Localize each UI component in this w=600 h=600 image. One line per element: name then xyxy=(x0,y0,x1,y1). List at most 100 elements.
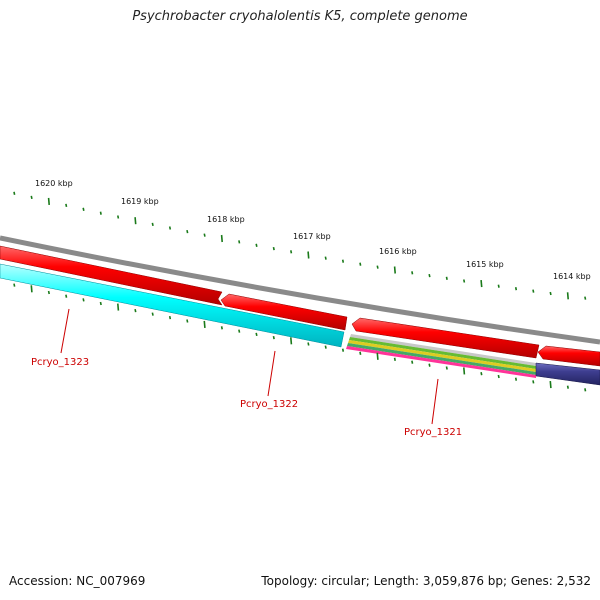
bottom-scale-minor-tick xyxy=(65,294,68,298)
top-scale-minor-tick xyxy=(445,276,448,280)
top-scale-minor-tick xyxy=(532,289,535,293)
bottom-scale-minor-tick xyxy=(186,319,189,323)
bottom-scale-major-tick xyxy=(463,367,466,375)
top-scale-minor-tick xyxy=(514,287,518,291)
leader-pcryo-1322 xyxy=(267,350,276,397)
top-scale-minor-tick xyxy=(168,226,172,230)
top-scale-major-tick xyxy=(220,234,223,243)
kbp-label-1618: 1618 kbp xyxy=(207,215,245,224)
gene-label-pcryo-1321[interactable]: Pcryo_1321 xyxy=(404,427,462,438)
top-scale-minor-tick xyxy=(290,250,293,254)
top-scale-minor-tick xyxy=(82,207,85,211)
top-scale-major-tick xyxy=(134,217,137,225)
gene-pcryo-1321[interactable] xyxy=(346,334,536,378)
top-scale-minor-tick xyxy=(13,191,16,195)
leader-pcryo-1323 xyxy=(60,308,70,354)
kbp-label-1617: 1617 kbp xyxy=(293,232,331,241)
bottom-scale-minor-tick xyxy=(272,335,275,340)
bottom-scale-minor-tick xyxy=(480,372,483,376)
bottom-scale-major-tick xyxy=(290,337,293,345)
bottom-scale-minor-tick xyxy=(99,301,102,306)
bottom-scale-major-tick xyxy=(549,381,552,389)
bottom-scale-minor-tick xyxy=(255,332,258,337)
forward-cds-4[interactable] xyxy=(537,345,600,367)
top-scale-major-tick xyxy=(480,280,483,288)
top-scale-minor-tick xyxy=(428,273,431,278)
bottom-scale-minor-tick xyxy=(359,351,362,355)
bottom-scale-minor-tick xyxy=(532,380,535,384)
top-scale-minor-tick xyxy=(238,240,241,244)
bottom-scale-minor-tick xyxy=(445,366,448,370)
bottom-scale-minor-tick xyxy=(514,377,518,381)
forward-strand-features xyxy=(0,245,600,367)
top-scale-minor-tick xyxy=(186,229,189,234)
top-scale-minor-tick xyxy=(411,271,414,275)
bottom-scale-minor-tick xyxy=(168,315,172,320)
top-scale-minor-tick xyxy=(203,233,206,237)
gene-pcryo-1323[interactable] xyxy=(0,263,345,348)
gene-label-leaders xyxy=(60,308,439,425)
top-scale-major-tick xyxy=(393,266,396,274)
leader-pcryo-1321 xyxy=(431,378,439,425)
bottom-scale-minor-tick xyxy=(497,374,500,379)
top-scale-minor-tick xyxy=(324,256,327,260)
top-scale-minor-tick xyxy=(497,284,500,288)
reverse-strand-features xyxy=(0,263,600,386)
bottom-scale-minor-tick xyxy=(238,329,241,333)
top-scale-minor-tick xyxy=(272,246,275,251)
bottom-scale-minor-tick xyxy=(341,348,345,352)
kbp-label-1619: 1619 kbp xyxy=(121,197,159,206)
kbp-label-1615: 1615 kbp xyxy=(466,260,504,269)
genome-title: Psychrobacter cryohalolentis K5, complet… xyxy=(132,9,468,24)
bottom-scale-minor-tick xyxy=(13,283,16,287)
top-scale-minor-tick xyxy=(117,215,120,219)
bottom-scale-major-tick xyxy=(30,285,33,293)
top-scale-minor-tick xyxy=(463,279,466,283)
bottom-scale-minor-tick xyxy=(584,388,587,392)
bottom-scale-major-tick xyxy=(376,352,379,360)
top-scale-minor-tick xyxy=(549,291,552,296)
kbp-label-1620: 1620 kbp xyxy=(35,179,73,188)
scale-labels: 1620 kbp 1619 kbp 1618 kbp 1617 kbp 1616… xyxy=(35,179,591,281)
bottom-scale-minor-tick xyxy=(220,326,223,330)
bottom-scale-minor-tick xyxy=(411,360,414,364)
kbp-label-1614: 1614 kbp xyxy=(553,272,591,281)
forward-cds-3[interactable] xyxy=(351,317,540,359)
top-scale-minor-tick xyxy=(30,195,33,200)
top-scale-major-tick xyxy=(566,292,569,300)
scale-ticks-top xyxy=(13,191,587,300)
gene-label-pcryo-1323[interactable]: Pcryo_1323 xyxy=(31,357,89,368)
top-scale-major-tick xyxy=(307,251,310,259)
top-scale-minor-tick xyxy=(65,203,68,208)
bottom-scale-minor-tick xyxy=(324,345,327,349)
gene-labels: Pcryo_1323 Pcryo_1322 Pcryo_1321 xyxy=(31,357,462,438)
bottom-scale-minor-tick xyxy=(307,342,310,346)
top-scale-minor-tick xyxy=(99,211,102,215)
top-scale-minor-tick xyxy=(151,222,154,227)
genome-summary: Topology: circular; Length: 3,059,876 bp… xyxy=(261,574,591,588)
top-scale-minor-tick xyxy=(359,262,362,266)
forward-cds-1[interactable] xyxy=(0,245,223,306)
top-scale-minor-tick xyxy=(341,259,345,263)
gene-label-pcryo-1322[interactable]: Pcryo_1322 xyxy=(240,399,298,410)
bottom-scale-minor-tick xyxy=(151,312,154,316)
top-scale-minor-tick xyxy=(376,265,379,269)
bottom-scale-minor-tick xyxy=(428,363,431,367)
forward-cds-2[interactable] xyxy=(220,293,348,331)
kbp-label-1616: 1616 kbp xyxy=(379,247,417,256)
reverse-cds-other[interactable] xyxy=(535,362,600,386)
bottom-scale-minor-tick xyxy=(134,308,137,313)
top-scale-minor-tick xyxy=(255,243,258,247)
bottom-scale-minor-tick xyxy=(82,298,85,302)
scale-ticks-bottom xyxy=(13,283,587,392)
accession-label: Accession: NC_007969 xyxy=(9,574,146,588)
bottom-scale-minor-tick xyxy=(566,385,569,389)
top-scale-major-tick xyxy=(47,197,50,205)
bottom-scale-minor-tick xyxy=(47,290,50,295)
genome-backbone xyxy=(0,235,600,345)
bottom-scale-major-tick xyxy=(203,320,206,328)
top-scale-minor-tick xyxy=(584,296,587,300)
bottom-scale-minor-tick xyxy=(393,357,396,361)
